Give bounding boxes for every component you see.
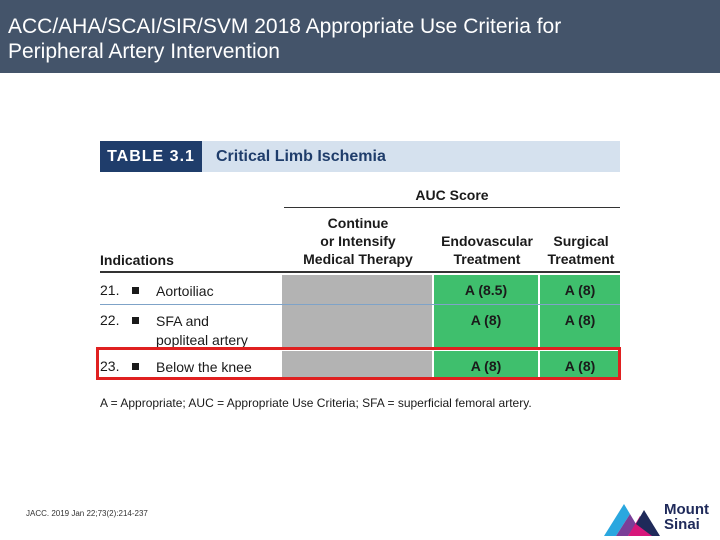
row-number: 22. <box>100 312 120 328</box>
slide-title-line-1: ACC/AHA/SCAI/SIR/SVM 2018 Appropriate Us… <box>8 15 562 38</box>
row-indication: Below the knee <box>156 351 280 380</box>
surgical-score: A (8) <box>540 351 620 380</box>
row-indication-line: Below the knee <box>156 359 252 375</box>
mount-sinai-logo: Mount Sinai <box>600 496 720 540</box>
row-highlight-box <box>96 347 621 380</box>
surgical-score: A (8) <box>540 275 620 304</box>
row-number: 23. <box>100 358 120 374</box>
indications-header: Indications <box>100 252 174 268</box>
surgical-header-line-2: Treatment <box>547 251 615 267</box>
table-footnote: A = Appropriate; AUC = Appropriate Use C… <box>100 396 532 410</box>
bullet-icon <box>132 351 142 380</box>
logo-text: Mount Sinai <box>664 502 709 532</box>
table-heading: TABLE 3.1 Critical Limb Ischemia <box>100 141 620 172</box>
endovascular-header-line-1: Endovascular <box>441 233 533 249</box>
endovascular-score: A (8.5) <box>434 275 538 304</box>
table-caption: Critical Limb Ischemia <box>202 141 620 172</box>
medical-therapy-cell <box>282 351 432 380</box>
header-divider <box>100 271 620 273</box>
table-row: 22. SFA and popliteal artery A (8) A (8) <box>100 305 620 348</box>
medical-header-line-2: or Intensify <box>320 233 396 249</box>
medical-therapy-cell <box>282 275 432 304</box>
logo-mark-icon <box>604 504 660 536</box>
row-indication: SFA and popliteal artery <box>156 305 280 348</box>
bullet-icon <box>132 275 142 304</box>
row-indication-line: Aortoiliac <box>156 283 214 299</box>
logo-text-line-2: Sinai <box>664 516 700 533</box>
endovascular-header: Endovascular Treatment <box>434 232 540 268</box>
medical-therapy-header: Continue or Intensify Medical Therapy <box>284 214 432 268</box>
medical-header-line-1: Continue <box>327 215 389 231</box>
table-number: TABLE 3.1 <box>100 141 202 172</box>
row-indication: Aortoiliac <box>156 275 280 304</box>
endovascular-score: A (8) <box>434 351 538 380</box>
row-indication-line: popliteal artery <box>156 332 248 348</box>
auc-divider <box>284 207 620 208</box>
row-number: 21. <box>100 282 120 298</box>
table-row: 23. Below the knee A (8) A (8) <box>100 351 620 380</box>
auc-score-header: AUC Score <box>415 187 489 203</box>
medical-therapy-cell <box>282 305 432 348</box>
surgical-score: A (8) <box>540 305 620 348</box>
endovascular-score: A (8) <box>434 305 538 348</box>
surgical-header: Surgical Treatment <box>540 232 622 268</box>
bullet-icon <box>132 305 142 348</box>
slide-title-line-2: Peripheral Artery Intervention <box>8 40 280 63</box>
row-indication-line: SFA and <box>156 313 209 329</box>
citation: JACC. 2019 Jan 22;73(2):214-237 <box>26 509 148 518</box>
logo-text-line-1: Mount <box>664 501 709 518</box>
slide-title: ACC/AHA/SCAI/SIR/SVM 2018 Appropriate Us… <box>0 0 720 73</box>
surgical-header-line-1: Surgical <box>553 233 609 249</box>
medical-header-line-3: Medical Therapy <box>303 251 413 267</box>
table-row: 21. Aortoiliac A (8.5) A (8) <box>100 275 620 305</box>
endovascular-header-line-2: Treatment <box>453 251 521 267</box>
